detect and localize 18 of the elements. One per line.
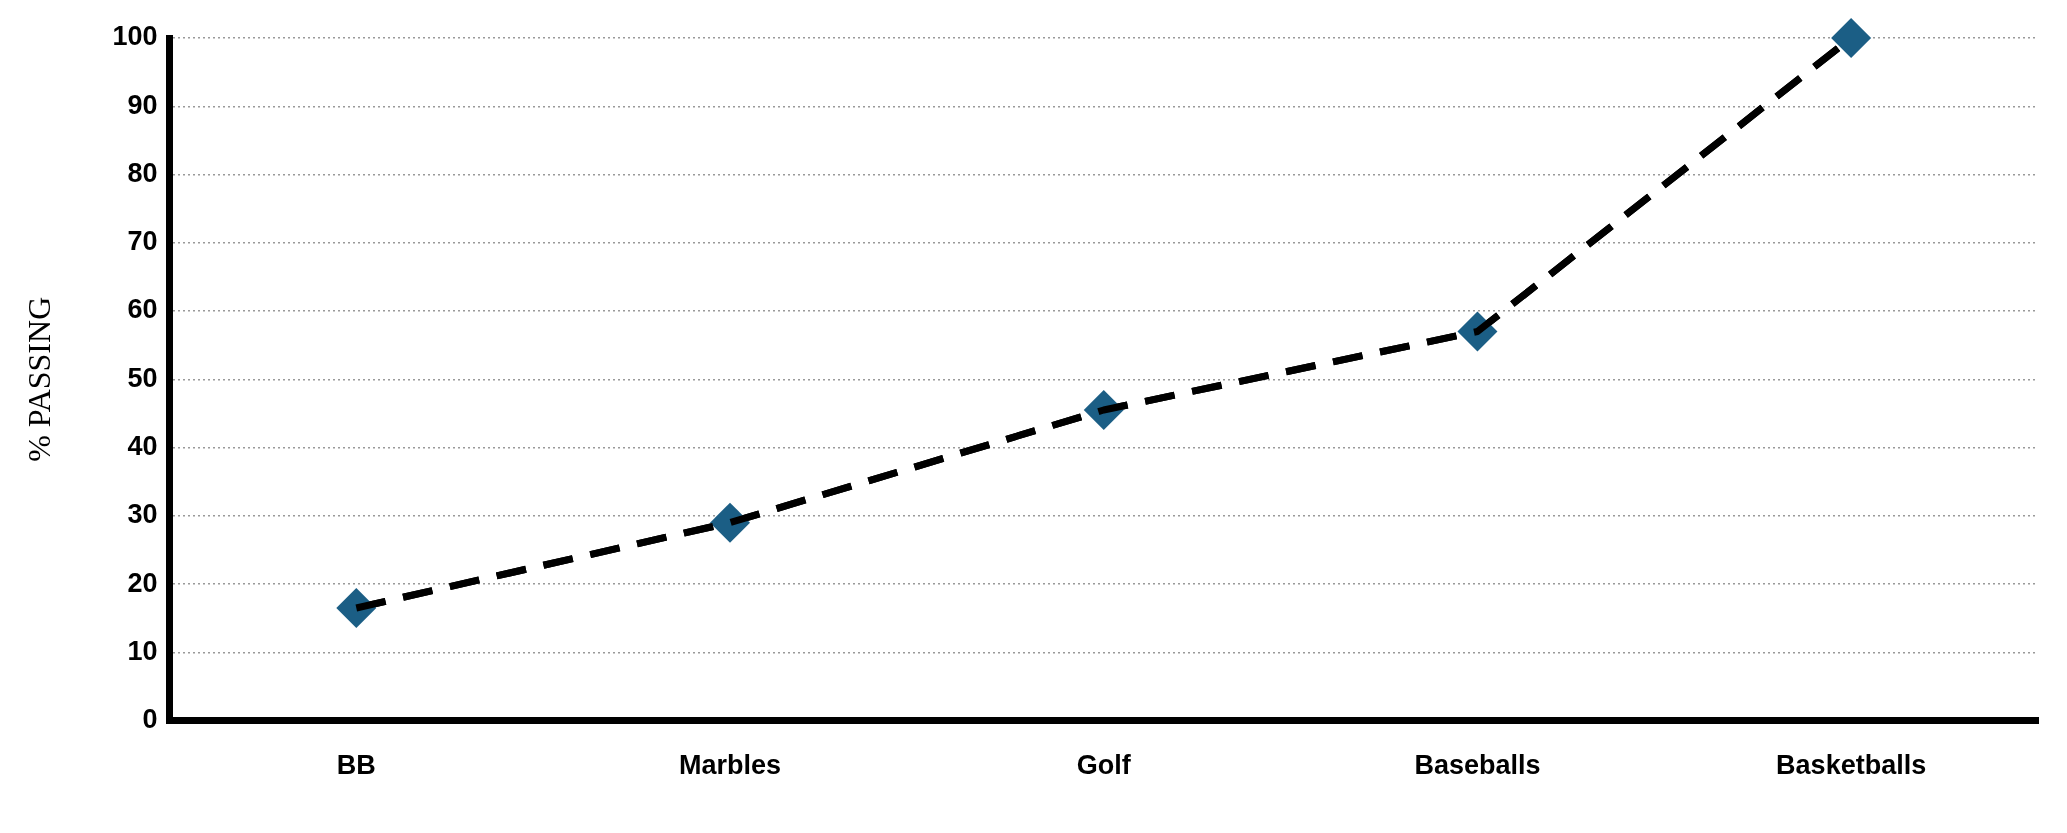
y-tick-label: 40	[127, 431, 158, 462]
y-tick-label: 0	[142, 704, 158, 735]
x-tick-label: Baseballs	[1414, 750, 1541, 781]
y-tick-label: 70	[127, 226, 158, 257]
y-tick-label: 90	[127, 89, 158, 120]
x-tick-label: Basketballs	[1776, 750, 1927, 781]
x-tick-label: BB	[336, 750, 376, 781]
y-tick-label: 30	[127, 499, 158, 530]
point	[1831, 18, 1872, 58]
x-tick-label: Marbles	[678, 750, 782, 781]
y-tick-label: 50	[127, 362, 158, 393]
y-tick-label: 60	[127, 294, 158, 325]
y-tick-label: 20	[127, 567, 158, 598]
y-tick-label: 10	[127, 635, 158, 666]
x-tick-label: Golf	[1076, 750, 1132, 781]
y-tick-label: 100	[112, 21, 158, 52]
y-tick-label: 80	[127, 157, 158, 188]
y-axis-title: % PASSING	[20, 296, 57, 462]
